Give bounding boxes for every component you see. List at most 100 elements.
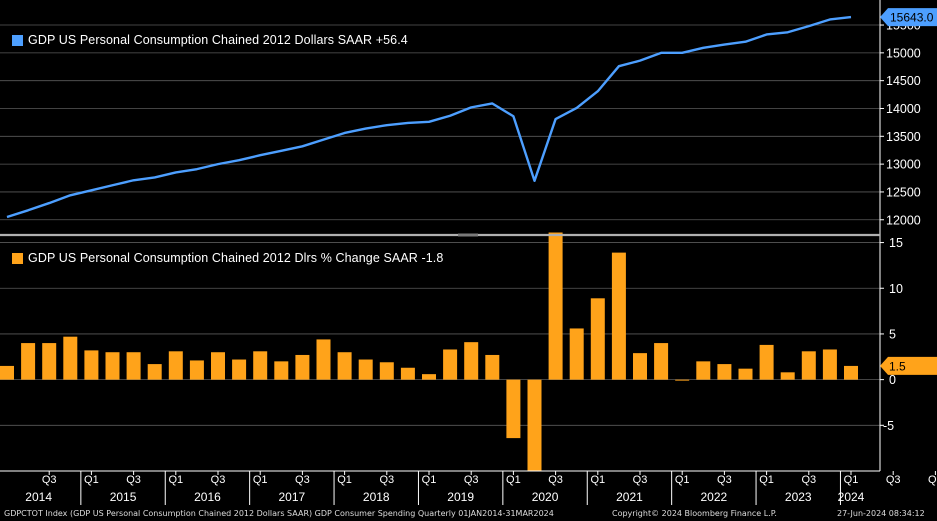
x-quarter-label: Q1	[590, 474, 605, 486]
line-series-path	[6, 15, 852, 219]
line-legend-swatch	[12, 34, 23, 46]
x-quarter-label: Q1	[759, 474, 774, 486]
bar-2023Q2	[780, 372, 795, 380]
top-y-tick-label: 15000	[886, 46, 921, 60]
bar-2018Q3	[379, 362, 394, 380]
x-quarter-label: Q1	[253, 474, 268, 486]
x-quarter-label: Q1	[84, 474, 99, 486]
bottom-last-value-badge	[880, 356, 937, 375]
bar-2019Q4	[485, 354, 500, 380]
bottom-y-tick-label: 5	[889, 327, 896, 341]
x-quarter-label: Q3	[886, 474, 901, 486]
x-year-label: 2021	[616, 490, 643, 504]
bar-2022Q1	[675, 379, 690, 381]
bar-2024Q1	[844, 365, 858, 380]
bar-2017Q3	[295, 354, 310, 380]
x-year-label: 2023	[785, 490, 812, 504]
bottom-legend-label: GDP US Personal Consumption Chained 2012…	[28, 251, 444, 265]
bar-2018Q1	[337, 352, 352, 380]
top-last-value-badge	[880, 8, 937, 27]
bar-2019Q2	[443, 349, 458, 380]
bottom-last-value-text: 1.5	[889, 359, 906, 373]
x-year-label: 2017	[278, 490, 305, 504]
bottom-y-tick-label: 15	[889, 236, 903, 250]
x-quarter-label: Q1	[675, 474, 690, 486]
bar-2022Q3	[717, 364, 732, 380]
x-year-label: 2022	[700, 490, 727, 504]
axes	[0, 0, 881, 472]
bar-legend-swatch	[12, 252, 23, 264]
bar-2020Q1	[506, 379, 521, 439]
x-quarter-label: Q1	[337, 474, 352, 486]
top-y-tick-label: 13000	[886, 158, 921, 172]
bar-2017Q2	[274, 361, 289, 380]
x-quarter-label: Q3	[801, 474, 816, 486]
x-quarter-label: Q1	[844, 474, 859, 486]
x-year-label: 2015	[110, 490, 137, 504]
bar-2014Q3	[42, 343, 57, 380]
x-year-label: 2016	[194, 490, 221, 504]
bottom-legend[interactable]: GDP US Personal Consumption Chained 2012…	[12, 251, 443, 265]
bar-2021Q3	[633, 353, 647, 380]
bar-2023Q4	[822, 349, 837, 380]
x-quarter-label: Q3	[548, 474, 563, 486]
bar-2019Q3	[464, 342, 479, 380]
x-quarter-label: Q3	[717, 474, 732, 486]
top-y-tick-label: 14000	[886, 102, 921, 116]
top-panel-grid	[0, 24, 880, 221]
bar-2014Q2	[21, 343, 36, 380]
bar-2022Q4	[738, 368, 753, 380]
footer: GDPCTOT Index (GDP US Personal Consumpti…	[0, 507, 937, 521]
bar-2017Q1	[253, 351, 268, 380]
top-legend-label: GDP US Personal Consumption Chained 2012…	[28, 33, 408, 47]
x-year-label: 2014	[25, 490, 52, 504]
x-quarter-label: Q3	[211, 474, 226, 486]
bar-2016Q1	[168, 351, 183, 380]
x-quarter-label: Q3	[379, 474, 394, 486]
bar-2021Q2	[611, 252, 626, 380]
bar-2020Q4	[569, 328, 584, 380]
x-quarter-label: Q1	[506, 474, 521, 486]
chart-canvas: 1200012500130001350014000145001500015500…	[0, 0, 937, 505]
x-year-label: 2020	[532, 490, 559, 504]
x-quarter-label: Q3	[633, 474, 648, 486]
footer-copyright: Copyright© 2024 Bloomberg Finance L.P.	[612, 509, 777, 518]
x-quarter-label: Q1	[928, 474, 937, 486]
bar-2017Q4	[316, 339, 331, 380]
bar-2023Q1	[759, 344, 774, 380]
top-y-tick-label: 12000	[886, 213, 921, 227]
top-last-value-text: 15643.0	[890, 11, 934, 25]
bar-2021Q4	[654, 343, 669, 380]
top-y-tick-label: 13500	[886, 130, 921, 144]
x-year-label: 2018	[363, 490, 390, 504]
x-quarter-label: Q3	[126, 474, 141, 486]
bar-2020Q3	[548, 232, 563, 380]
x-quarter-label: Q3	[464, 474, 479, 486]
bar-2014Q1	[0, 365, 14, 380]
top-y-tick-label: 12500	[886, 185, 921, 199]
x-quarter-label: Q3	[42, 474, 57, 486]
top-y-axis-ticks: 1200012500130001350014000145001500015500	[880, 19, 921, 227]
top-legend[interactable]: GDP US Personal Consumption Chained 2012…	[12, 33, 408, 47]
bar-2016Q2	[189, 360, 204, 380]
bottom-y-tick-label: 0	[889, 373, 896, 387]
last-value-badges: 15643.0 1.5	[880, 8, 937, 375]
bottom-panel-grid	[0, 242, 880, 426]
bar-2023Q3	[801, 351, 816, 380]
bar-2020Q2	[527, 379, 542, 471]
top-y-tick-label: 14500	[886, 74, 921, 88]
x-quarter-label: Q1	[422, 474, 437, 486]
bar-2022Q2	[696, 361, 711, 380]
bar-2015Q2	[105, 352, 120, 380]
footer-source: GDPCTOT Index (GDP US Personal Consumpti…	[4, 509, 554, 518]
bar-2021Q1	[590, 298, 605, 380]
bottom-y-tick-label: -5	[883, 419, 894, 433]
bar-2018Q4	[400, 367, 415, 380]
footer-timestamp: 27-Jun-2024 08:34:12	[837, 509, 925, 518]
bar-2014Q4	[63, 336, 78, 380]
bar-2015Q3	[126, 352, 141, 380]
x-year-label: 2019	[447, 490, 474, 504]
x-axis: Q3 Q1 Q3 Q1 Q3 Q1 Q3 Q1 Q3 Q1 Q3 Q1 Q3 Q1 Q3 Q1 Q3 Q1 Q3 Q1…	[25, 471, 937, 505]
bar-series	[0, 232, 858, 471]
bar-2019Q1	[422, 374, 436, 380]
